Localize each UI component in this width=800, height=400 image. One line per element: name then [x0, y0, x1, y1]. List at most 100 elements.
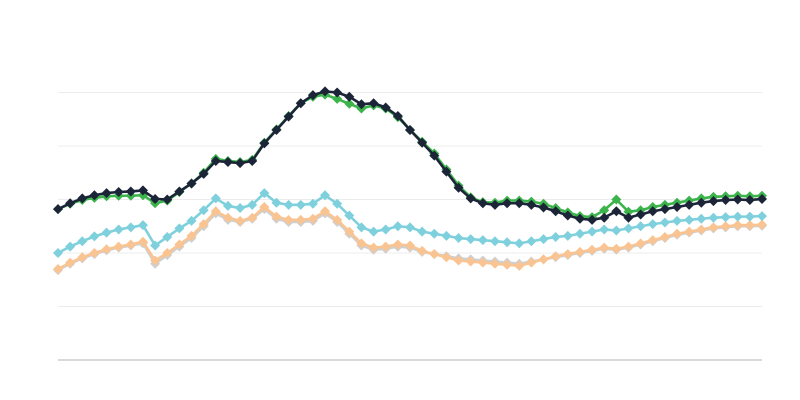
series-dark-navy-marker — [574, 213, 585, 224]
series-light-blue-marker — [125, 222, 136, 233]
series-dark-navy-marker — [659, 204, 670, 215]
series-dark-navy-marker — [307, 90, 318, 101]
series-light-blue-marker — [174, 223, 185, 234]
series-orange-marker — [453, 255, 464, 266]
series-light-blue-marker — [550, 231, 561, 242]
series-dark-navy-marker — [392, 111, 403, 122]
series-dark-navy-marker — [259, 138, 270, 149]
series-light-blue-marker — [757, 211, 767, 222]
series-orange-marker — [222, 212, 233, 223]
series-orange-marker — [720, 221, 731, 232]
series-orange-marker — [587, 244, 598, 255]
series-dark-navy-marker — [672, 201, 683, 212]
series-orange-marker — [732, 220, 743, 231]
series-dark-navy-marker — [320, 86, 331, 97]
series-orange-marker — [368, 242, 379, 253]
series-dark-navy-marker — [526, 199, 537, 210]
series-light-blue-marker — [562, 230, 573, 241]
series-dark-navy-marker — [295, 98, 306, 109]
series-dark-navy-marker — [150, 193, 161, 204]
series-dark-navy-marker — [77, 193, 88, 204]
series-orange-marker — [356, 238, 367, 249]
series-orange-marker — [502, 259, 513, 270]
series-light-blue-marker — [247, 199, 258, 210]
series-orange-marker — [271, 211, 282, 222]
series-dark-navy-marker — [696, 197, 707, 208]
series-light-blue-marker — [380, 224, 391, 235]
series-light-blue-marker — [65, 241, 76, 252]
series-orange-marker — [380, 241, 391, 252]
series-dark-navy-marker — [550, 206, 561, 217]
series-green-marker — [611, 194, 622, 205]
series-orange-marker — [684, 226, 695, 237]
series-orange-marker — [757, 219, 767, 230]
series-light-blue-marker — [684, 214, 695, 225]
series-light-blue-marker — [222, 200, 233, 211]
series-light-blue-marker — [77, 236, 88, 247]
series-dark-navy-marker — [174, 186, 185, 197]
series-orange-marker — [259, 201, 270, 212]
series-dark-navy-marker — [235, 158, 246, 169]
series-light-blue-marker — [101, 227, 112, 238]
series-light-blue-marker — [647, 219, 658, 230]
series-light-blue-marker — [392, 221, 403, 232]
series-light-blue-marker — [283, 199, 294, 210]
series-light-blue-marker — [235, 203, 246, 214]
series-dark-navy-marker — [732, 194, 743, 205]
series-light-blue-marker — [672, 215, 683, 226]
series-light-blue-marker — [477, 235, 488, 246]
series-orange-marker — [210, 206, 221, 217]
series-light-blue-marker — [320, 190, 331, 201]
series-green-marker — [623, 206, 634, 217]
series-light-blue-marker — [732, 211, 743, 222]
series-light-blue — [53, 188, 767, 258]
series-dark-navy-marker — [502, 198, 513, 209]
series-orange-marker — [320, 206, 331, 217]
series-dark-navy-marker — [611, 206, 622, 217]
series-orange-marker — [89, 248, 100, 258]
series-light-blue-marker — [587, 226, 598, 237]
series-dark-navy-marker — [53, 204, 63, 215]
series-light-blue-marker — [599, 224, 610, 235]
series-orange-marker — [489, 258, 500, 269]
series-orange-marker — [344, 226, 355, 237]
series-light-blue-marker — [150, 240, 161, 251]
series-orange-marker — [708, 222, 719, 233]
series-dark-navy-marker — [489, 199, 500, 210]
series-light-blue-marker — [465, 234, 476, 245]
series-orange-marker — [113, 241, 124, 252]
series-orange-marker — [405, 240, 415, 251]
series-light-blue-marker — [137, 220, 148, 231]
series-light-blue-marker — [307, 198, 318, 209]
series-light-blue-marker — [696, 213, 707, 224]
series-light-blue-marker — [198, 205, 209, 216]
series-dark-navy-marker — [623, 212, 634, 223]
series-light-blue-marker — [574, 228, 585, 239]
series-light-blue-marker — [113, 224, 124, 235]
series-light-blue-marker — [489, 236, 500, 247]
series-dark-navy-marker — [356, 99, 367, 110]
series-light-blue-marker — [53, 248, 63, 258]
series-dark-navy-marker — [271, 124, 282, 135]
series-light-blue-marker — [259, 188, 270, 199]
series-dark-navy-marker — [587, 214, 598, 225]
series-light-blue-marker — [271, 197, 282, 208]
series-layer — [53, 86, 767, 276]
series-dark-navy-marker — [198, 168, 209, 179]
series-dark-navy-marker — [89, 190, 100, 201]
series-orange-marker — [283, 214, 294, 225]
series-light-blue-marker — [368, 226, 379, 237]
series-light-blue-marker — [405, 222, 415, 233]
series-dark-navy-marker — [65, 198, 76, 209]
series-orange-marker — [162, 248, 173, 258]
series-light-blue-marker — [502, 237, 513, 248]
series-dark-navy-marker — [247, 155, 258, 166]
series-orange-marker — [562, 249, 573, 260]
series-dark-navy-marker — [101, 188, 112, 199]
series-dark-navy-marker — [210, 155, 221, 166]
series-light-blue-marker — [611, 225, 622, 236]
series-dark-navy-marker — [453, 182, 464, 193]
series-dark-navy-marker — [283, 111, 294, 122]
series-light-blue-marker — [635, 221, 646, 232]
